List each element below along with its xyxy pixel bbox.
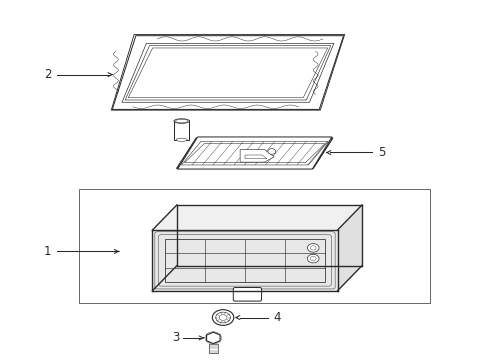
Text: 3: 3	[172, 332, 179, 345]
Text: 1: 1	[44, 245, 51, 258]
Polygon shape	[112, 36, 343, 109]
Circle shape	[310, 246, 316, 250]
Circle shape	[219, 315, 227, 320]
Polygon shape	[152, 205, 362, 230]
Ellipse shape	[176, 138, 187, 141]
Bar	[209, 343, 218, 353]
Text: 2: 2	[44, 68, 51, 81]
Bar	[174, 120, 190, 140]
Circle shape	[307, 254, 319, 263]
Polygon shape	[207, 332, 220, 343]
FancyBboxPatch shape	[233, 288, 262, 301]
Polygon shape	[338, 205, 362, 291]
Circle shape	[307, 244, 319, 252]
Bar	[79, 189, 430, 303]
Polygon shape	[240, 150, 274, 162]
Polygon shape	[177, 138, 333, 168]
Bar	[165, 239, 325, 282]
Circle shape	[268, 149, 276, 154]
Polygon shape	[245, 155, 267, 158]
Text: 5: 5	[378, 146, 385, 159]
Circle shape	[212, 310, 234, 325]
Circle shape	[310, 256, 316, 261]
Polygon shape	[152, 230, 338, 291]
Ellipse shape	[174, 119, 190, 123]
Circle shape	[216, 312, 230, 323]
Polygon shape	[178, 137, 332, 169]
Text: 4: 4	[273, 311, 280, 324]
